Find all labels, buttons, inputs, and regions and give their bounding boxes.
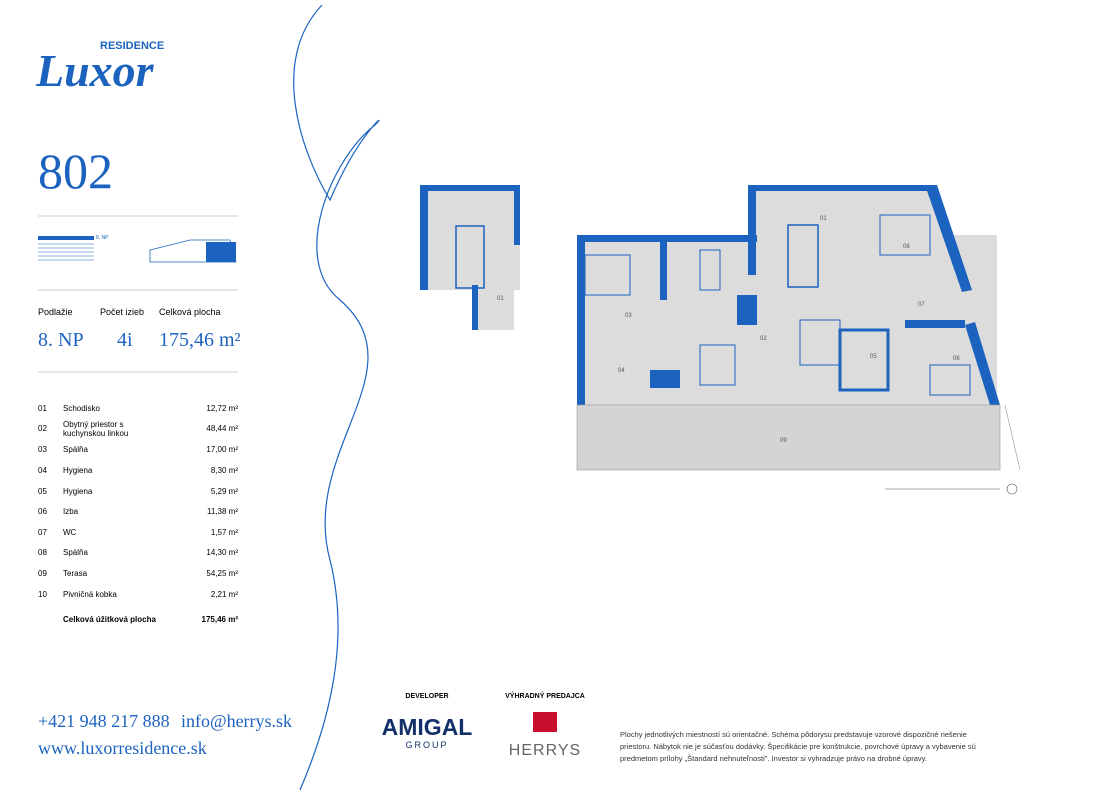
website[interactable]: www.luxorresidence.sk [38, 738, 207, 758]
summary-value: 4i [117, 329, 133, 351]
mini-floor-active [38, 236, 94, 240]
room-name-line: kuchynskou linkou [63, 429, 128, 438]
room-number: 02 [38, 424, 47, 433]
plan-label: 02 [760, 336, 767, 342]
plan-label: 06 [953, 356, 960, 362]
room-name: Terasa [63, 569, 88, 578]
room-area: 12,72 m² [206, 404, 238, 413]
email[interactable]: info@herrys.sk [181, 711, 292, 731]
room-name: Hygiena [63, 466, 93, 475]
sales-name: HERRYS [509, 742, 581, 759]
logo-main: Luxor [35, 45, 155, 96]
room-name: Pivničná kobka [63, 590, 117, 599]
disclaimer: priestoru. Nábytok nie je súčasťou dodáv… [620, 742, 976, 751]
mini-plan-label: 8. NP [96, 235, 109, 241]
room-name-line: Obytný priestor s [63, 420, 123, 429]
room-area: 8,30 m² [211, 466, 238, 475]
summary-value: 175,46 m² [159, 329, 241, 351]
summary-header: Počet izieb [100, 307, 144, 317]
room-number: 06 [38, 507, 47, 516]
room-name: Spálňa [63, 548, 88, 557]
mini-floors [38, 243, 94, 261]
logo-small: RESIDENCE [100, 40, 164, 52]
room-area: 2,21 m² [211, 590, 238, 599]
developer-sub: GROUP [405, 740, 448, 750]
room-area: 5,29 m² [211, 487, 238, 496]
room-name: Hygiena [63, 487, 93, 496]
floor-plan [420, 185, 1021, 471]
room-number: 10 [38, 590, 47, 599]
scale-bar [885, 483, 1018, 495]
room-number: 08 [38, 548, 47, 557]
room-number: 09 [38, 569, 47, 578]
plan-label: 05 [870, 354, 877, 360]
total-label: Celková úžitková plocha [63, 615, 156, 624]
room-name: Izba [63, 507, 79, 516]
room-number: 04 [38, 466, 47, 475]
plan-label: 09 [780, 438, 787, 444]
room-number: 01 [38, 404, 47, 413]
total-area: 175,46 m² [202, 615, 239, 624]
room-area: 17,00 m² [206, 445, 238, 454]
mini-plan-unit [206, 242, 236, 262]
room-name: Schodisko [63, 404, 100, 413]
room-table: 01 Schodisko 12,72 m² 02 Obytný priestor s ku… [38, 404, 238, 599]
room-name: Obytný priestor s kuchynskou linkou [63, 420, 128, 438]
plan-label: 08 [903, 244, 910, 250]
plan-label: 01 [820, 216, 827, 222]
unit-number: 802 [38, 143, 113, 199]
sales-label: VÝHRADNÝ PREDAJCA [505, 691, 585, 700]
summary-value: 8. NP [38, 329, 84, 351]
summary-header: Celková plocha [159, 307, 221, 317]
room-area: 14,30 m² [206, 548, 238, 557]
room-name: WC [63, 528, 77, 537]
disclaimer: Plochy jednotlivých miestností sú orient… [620, 730, 967, 739]
developer-name: AMIGAL [382, 714, 473, 740]
plan-label: 01 [497, 296, 504, 302]
phone[interactable]: +421 948 217 888 [38, 711, 170, 731]
summary-header: Podlažie [38, 307, 73, 317]
developer-label: DEVELOPER [405, 693, 448, 700]
plan-label: 03 [625, 313, 632, 319]
disclaimer: predmetom prílohy „Štandard nehnuteľnost… [620, 754, 927, 763]
herrys-icon [533, 712, 557, 732]
room-area: 11,38 m² [207, 507, 238, 516]
plan-label: 04 [618, 368, 625, 374]
plan-label: 07 [918, 302, 925, 308]
room-area: 1,57 m² [211, 528, 238, 537]
plan-labels: 01 01 02 03 04 05 06 07 08 09 [497, 216, 960, 444]
room-number: 05 [38, 487, 47, 496]
room-number: 07 [38, 528, 47, 537]
room-name: Spálňa [63, 445, 88, 454]
room-number: 03 [38, 445, 47, 454]
room-area: 54,25 m² [206, 569, 238, 578]
room-area: 48,44 m² [206, 424, 238, 433]
decor-curve [293, 4, 380, 790]
